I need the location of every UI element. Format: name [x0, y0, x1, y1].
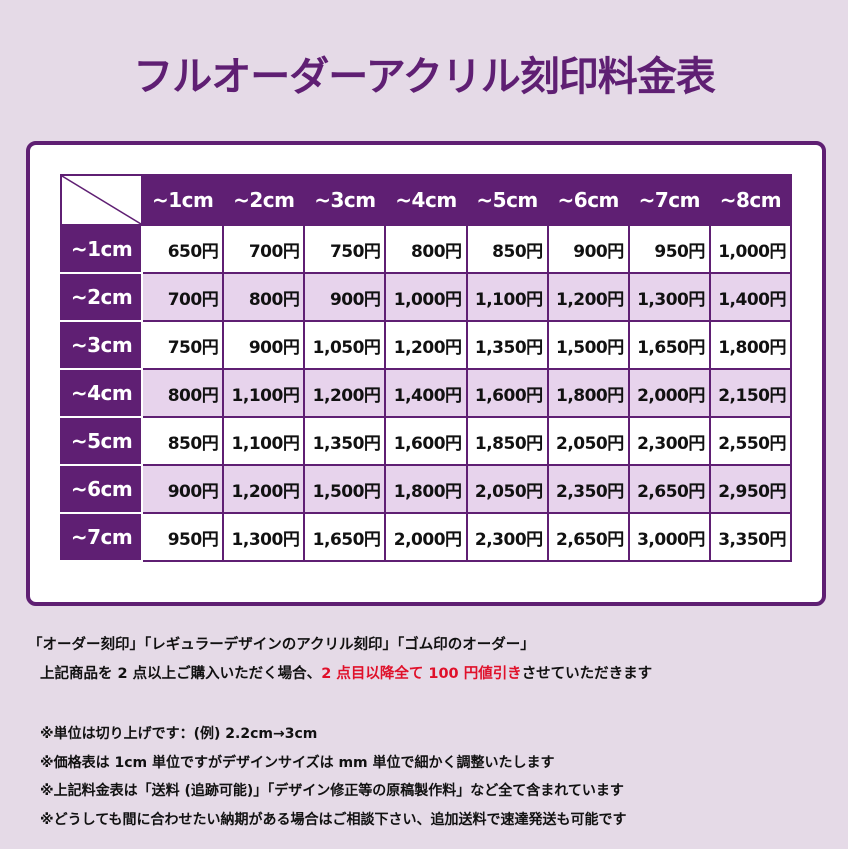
column-header: ~7cm [627, 174, 711, 226]
price-cell: 2,000円 [384, 512, 468, 562]
price-cell: 800円 [384, 224, 468, 274]
row-header: ~2cm [59, 272, 144, 322]
price-cell: 2,650円 [627, 464, 711, 514]
price-cell: 700円 [141, 272, 225, 322]
price-cell: 750円 [141, 320, 225, 370]
price-cell: 2,150円 [708, 368, 793, 418]
price-table: ~1cm ~2cm ~3cm ~4cm ~5cm ~6cm ~7cm ~8cm ~1cm 650… [59, 174, 793, 562]
price-cell: 1,200円 [546, 272, 630, 322]
row-header: ~6cm [59, 464, 144, 514]
note-line: 「オーダー刻印」「レギュラーデザインのアクリル刻印」「ゴム印のオーダー」 [28, 637, 535, 653]
remark: ※単位は切り上げです：(例) 2.2cm→3cm [40, 726, 318, 742]
price-cell: 1,200円 [222, 464, 306, 514]
row-header: ~1cm [59, 224, 144, 274]
price-cell: 1,850円 [465, 416, 549, 466]
price-cell: 1,600円 [384, 416, 468, 466]
price-cell: 750円 [303, 224, 387, 274]
price-cell: 700円 [222, 224, 306, 274]
price-cell: 850円 [141, 416, 225, 466]
price-cell: 900円 [222, 320, 306, 370]
remark: ※上記料金表は「送料 (追跡可能)」「デザイン修正等の原稿製作料」など全て含まれ… [40, 783, 624, 799]
row-header: ~3cm [59, 320, 144, 370]
table-row: ~4cm 800円 1,100円 1,200円 1,400円 1,600円 1,800円 2,… [59, 368, 793, 418]
diagonal [62, 176, 141, 224]
page-title: フルオーダーアクリル刻印料金表 [133, 54, 715, 100]
price-cell: 3,000円 [627, 512, 711, 562]
price-cell: 1,500円 [303, 464, 387, 514]
price-cell: 1,800円 [708, 320, 793, 370]
column-header: ~2cm [222, 174, 306, 226]
price-cell: 2,050円 [465, 464, 549, 514]
table-row: ~5cm 850円 1,100円 1,350円 1,600円 1,850円 2,050円 2,… [59, 416, 793, 466]
price-cell: 900円 [141, 464, 225, 514]
price-cell: 1,200円 [384, 320, 468, 370]
note-highlight: 2 点目以降全て 100 円値引き [321, 666, 522, 682]
price-cell: 800円 [222, 272, 306, 322]
price-cell: 1,650円 [627, 320, 711, 370]
price-cell: 2,950円 [708, 464, 793, 514]
price-cell: 1,500円 [546, 320, 630, 370]
row-header: ~5cm [59, 416, 144, 466]
note-text: 上記商品を 2 点以上ご購入いただく場合、 [40, 666, 322, 682]
price-cell: 1,350円 [465, 320, 549, 370]
price-cell: 650円 [141, 224, 225, 274]
column-header: ~8cm [708, 174, 793, 226]
price-cell: 2,300円 [465, 512, 549, 562]
price-cell: 850円 [465, 224, 549, 274]
table-row: ~1cm 650円 700円 750円 800円 850円 900円 950円 1,000円 [59, 224, 793, 274]
remark: ※どうしても間に合わせたい納期がある場合はご相談下さい、追加送料で速達発送も可能… [40, 811, 627, 828]
price-cell: 2,550円 [708, 416, 793, 466]
table-row: ~3cm 750円 900円 1,050円 1,200円 1,350円 1,500円 1,65… [59, 320, 793, 370]
corner-cell [59, 174, 144, 226]
price-cell: 1,000円 [384, 272, 468, 322]
column-header: ~5cm [465, 174, 549, 226]
price-cell: 1,800円 [546, 368, 630, 418]
price-cell: 1,400円 [708, 272, 793, 322]
column-header: ~4cm [384, 174, 468, 226]
price-cell: 900円 [303, 272, 387, 322]
price-cell: 950円 [627, 224, 711, 274]
note-line: 上記商品を 2 点以上ご購入いただく場合、2 点目以降全て 100 円値引きさせ… [40, 662, 652, 683]
price-cell: 1,600円 [465, 368, 549, 418]
price-cell: 1,100円 [465, 272, 549, 322]
column-header: ~1cm [141, 174, 225, 226]
price-cell: 1,300円 [222, 512, 306, 562]
price-cell: 1,050円 [303, 320, 387, 370]
price-cell: 1,800円 [384, 464, 468, 514]
price-cell: 2,300円 [627, 416, 711, 466]
table-row: ~7cm 950円 1,300円 1,650円 2,000円 2,300円 2,650円 3,… [59, 512, 793, 562]
price-cell: 800円 [141, 368, 225, 418]
price-cell: 1,650円 [303, 512, 387, 562]
remark: ※価格表は 1cm 単位ですがデザインサイズは mm 単位で細かく調整いたします [40, 754, 555, 771]
price-cell: 1,350円 [303, 416, 387, 466]
header-row: ~1cm ~2cm ~3cm ~4cm ~5cm ~6cm ~7cm ~8cm [59, 174, 793, 226]
row-header: ~7cm [59, 512, 144, 562]
column-header: ~3cm [303, 174, 387, 226]
note-text: させていただきます [521, 666, 653, 682]
column-header: ~6cm [546, 174, 630, 226]
price-cell: 1,400円 [384, 368, 468, 418]
price-cell: 2,050円 [546, 416, 630, 466]
price-cell: 1,100円 [222, 416, 306, 466]
table-row: ~6cm 900円 1,200円 1,500円 1,800円 2,050円 2,350円 2,… [59, 464, 793, 514]
table-row: ~2cm 700円 800円 900円 1,000円 1,100円 1,200円 1,300円… [59, 272, 793, 322]
price-cell: 1,200円 [303, 368, 387, 418]
price-cell: 1,100円 [222, 368, 306, 418]
price-cell: 3,350円 [708, 512, 793, 562]
price-cell: 1,300円 [627, 272, 711, 322]
price-cell: 900円 [546, 224, 630, 274]
price-cell: 1,000円 [708, 224, 793, 274]
row-header: ~4cm [59, 368, 144, 418]
price-cell: 2,350円 [546, 464, 630, 514]
price-cell: 950円 [141, 512, 225, 562]
price-cell: 2,650円 [546, 512, 630, 562]
price-cell: 2,000円 [627, 368, 711, 418]
